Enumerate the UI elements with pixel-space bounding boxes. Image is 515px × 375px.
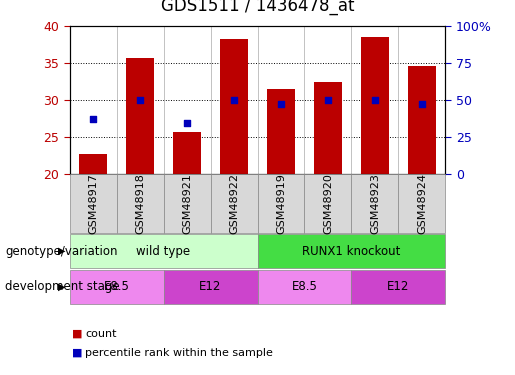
Text: ▶: ▶ bbox=[58, 246, 65, 256]
Text: E8.5: E8.5 bbox=[291, 280, 317, 293]
Point bbox=[324, 98, 332, 104]
Bar bbox=[267, 89, 295, 174]
Text: wild type: wild type bbox=[136, 245, 191, 258]
Point bbox=[371, 98, 379, 104]
Text: development stage: development stage bbox=[5, 280, 120, 293]
Text: genotype/variation: genotype/variation bbox=[5, 245, 117, 258]
Point bbox=[418, 101, 426, 107]
Text: GSM48921: GSM48921 bbox=[182, 173, 192, 234]
Text: GSM48920: GSM48920 bbox=[323, 173, 333, 234]
Bar bbox=[314, 82, 342, 174]
Text: ■: ■ bbox=[72, 329, 82, 339]
Text: GSM48918: GSM48918 bbox=[135, 173, 145, 234]
Text: GSM48922: GSM48922 bbox=[229, 173, 239, 234]
Point bbox=[89, 116, 97, 122]
Point bbox=[230, 98, 238, 104]
Text: GSM48919: GSM48919 bbox=[276, 173, 286, 234]
Point bbox=[277, 101, 285, 107]
Bar bbox=[361, 38, 389, 174]
Point bbox=[136, 98, 144, 104]
Bar bbox=[126, 58, 154, 174]
Text: ■: ■ bbox=[72, 348, 82, 357]
Text: E8.5: E8.5 bbox=[104, 280, 129, 293]
Text: RUNX1 knockout: RUNX1 knockout bbox=[302, 245, 401, 258]
Bar bbox=[79, 154, 107, 174]
Text: GSM48924: GSM48924 bbox=[417, 173, 427, 234]
Text: GSM48917: GSM48917 bbox=[88, 173, 98, 234]
Text: E12: E12 bbox=[199, 280, 221, 293]
Bar bbox=[173, 132, 201, 174]
Text: percentile rank within the sample: percentile rank within the sample bbox=[85, 348, 273, 357]
Text: count: count bbox=[85, 329, 116, 339]
Bar bbox=[220, 39, 248, 174]
Text: GSM48923: GSM48923 bbox=[370, 173, 380, 234]
Point bbox=[183, 120, 191, 126]
Bar bbox=[408, 66, 436, 174]
Text: E12: E12 bbox=[387, 280, 409, 293]
Text: GDS1511 / 1436478_at: GDS1511 / 1436478_at bbox=[161, 0, 354, 15]
Text: ▶: ▶ bbox=[58, 282, 65, 292]
